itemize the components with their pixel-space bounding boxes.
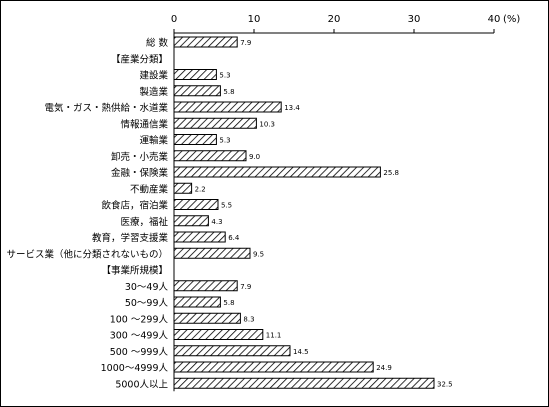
bar-value-label: 5.5 xyxy=(221,202,232,210)
bar xyxy=(173,182,193,194)
x-tick-label: 40 xyxy=(488,14,501,25)
category-label: 電気・ガス・熱供給・水道業 xyxy=(44,102,168,114)
bar xyxy=(173,69,217,80)
bar xyxy=(173,296,221,308)
bar-value-label: 5.3 xyxy=(219,72,230,80)
bar-series xyxy=(173,36,435,389)
bar-value-label: 9.0 xyxy=(249,153,260,161)
bar xyxy=(173,199,219,210)
bar-value-label: 24.9 xyxy=(376,364,392,372)
bar-value-label: 7.9 xyxy=(240,283,251,291)
bar-value-label: 4.3 xyxy=(211,218,222,226)
category-label: 卸売・小売業 xyxy=(111,151,169,163)
bar-value-label: 14.5 xyxy=(293,348,309,356)
bar xyxy=(173,231,226,243)
bar-value-label: 9.5 xyxy=(253,250,264,258)
category-label: サービス業（他に分類されないもの） xyxy=(6,248,168,260)
category-label: 医療，福祉 xyxy=(120,216,168,228)
bar xyxy=(173,150,247,162)
bar xyxy=(173,166,381,178)
x-tick-label: 30 xyxy=(408,14,421,25)
bar-value-label: 2.2 xyxy=(195,185,206,193)
category-label: 総 数 xyxy=(146,37,169,49)
category-label: 教育，学習支援業 xyxy=(92,232,169,244)
bar-value-label: 7.9 xyxy=(240,39,251,47)
category-labels: 総 数【産業分類】建設業製造業電気・ガス・熱供給・水道業情報通信業運輸業卸売・小… xyxy=(6,37,168,390)
bar-value-label: 6.4 xyxy=(228,234,240,242)
category-label: 金融・保険業 xyxy=(111,167,169,179)
bar xyxy=(173,36,238,48)
bar xyxy=(173,361,374,373)
bar xyxy=(173,85,221,97)
category-label: 飲食店，宿泊業 xyxy=(101,200,168,212)
category-label: 500 ～999人 xyxy=(110,347,169,358)
bar xyxy=(173,345,291,357)
bar xyxy=(173,215,209,227)
x-tick-label: 10 xyxy=(248,14,261,25)
bar-value-label: 13.4 xyxy=(284,104,300,112)
bar xyxy=(173,134,217,145)
bar xyxy=(173,117,257,129)
category-label: 【事業所規模】 xyxy=(101,265,168,277)
bar-value-label: 5.3 xyxy=(219,137,230,145)
bar-value-label: 5.8 xyxy=(223,88,234,96)
category-label: 【産業分類】 xyxy=(111,53,168,65)
bar xyxy=(173,312,241,324)
category-label: 情報通信業 xyxy=(120,118,168,130)
bar-value-label: 11.1 xyxy=(266,332,282,340)
bar xyxy=(173,247,251,259)
bar xyxy=(173,329,264,340)
bar-value-label: 32.5 xyxy=(437,380,453,388)
category-label: 5000人以上 xyxy=(115,379,168,390)
category-label: 50～99人 xyxy=(125,298,169,309)
category-label: 100 ～299人 xyxy=(110,314,169,325)
x-tick-label: 0 xyxy=(171,14,177,25)
x-axis-unit: (%) xyxy=(503,14,520,25)
bar xyxy=(173,280,238,292)
category-label: 製造業 xyxy=(139,86,168,98)
bar-value-label: 25.8 xyxy=(383,169,399,177)
category-label: 不動産業 xyxy=(130,183,169,195)
category-label: 300 ～499人 xyxy=(110,331,169,342)
bar-value-label: 10.3 xyxy=(259,120,275,128)
bar xyxy=(173,377,435,389)
category-label: 1000～4999人 xyxy=(101,363,169,374)
category-label: 30～49人 xyxy=(125,282,169,293)
x-tick-label: 20 xyxy=(328,14,341,25)
bar-value-label: 8.3 xyxy=(243,315,254,323)
value-labels: 7.9 5.3 5.8 13.4 10.3 5.3 9.0 25.8 2.2 5.5 4.3 6.4 9… xyxy=(195,39,453,388)
bar-value-label: 5.8 xyxy=(223,299,234,307)
category-label: 建設業 xyxy=(139,70,168,82)
bar xyxy=(173,101,282,113)
category-label: 運輸業 xyxy=(139,135,168,147)
